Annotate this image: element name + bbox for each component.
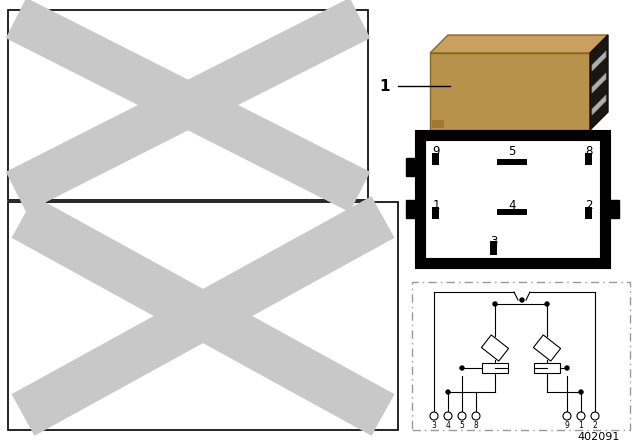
Bar xyxy=(432,207,439,220)
Text: 3: 3 xyxy=(431,421,436,430)
Text: 9: 9 xyxy=(432,145,440,158)
Bar xyxy=(534,363,560,373)
Circle shape xyxy=(446,390,450,394)
Bar xyxy=(605,200,619,218)
Polygon shape xyxy=(592,51,606,71)
Bar xyxy=(497,159,527,165)
Bar xyxy=(420,135,605,263)
Text: 3: 3 xyxy=(490,234,498,247)
Polygon shape xyxy=(590,35,608,130)
Circle shape xyxy=(472,412,480,420)
Text: 8: 8 xyxy=(586,145,593,158)
Bar xyxy=(406,200,420,218)
Polygon shape xyxy=(6,0,370,212)
Polygon shape xyxy=(430,35,608,53)
Bar xyxy=(585,153,592,165)
Text: 4: 4 xyxy=(445,421,451,430)
Circle shape xyxy=(591,412,599,420)
Polygon shape xyxy=(481,335,509,361)
Text: 2: 2 xyxy=(585,199,593,212)
Polygon shape xyxy=(12,196,394,436)
Bar xyxy=(585,207,592,220)
Polygon shape xyxy=(592,95,606,115)
Polygon shape xyxy=(533,335,561,361)
Text: 402091: 402091 xyxy=(578,432,620,442)
Text: 5: 5 xyxy=(508,145,516,158)
Circle shape xyxy=(458,412,466,420)
Text: 9: 9 xyxy=(564,421,570,430)
Bar xyxy=(412,282,630,430)
Circle shape xyxy=(444,412,452,420)
Circle shape xyxy=(493,302,497,306)
Bar xyxy=(432,120,444,128)
Text: 5: 5 xyxy=(460,421,465,430)
Circle shape xyxy=(565,366,569,370)
Bar xyxy=(497,209,527,215)
Bar xyxy=(432,153,439,165)
Polygon shape xyxy=(6,0,370,212)
Circle shape xyxy=(563,412,571,420)
Circle shape xyxy=(520,298,524,302)
Text: 2: 2 xyxy=(593,421,597,430)
Bar xyxy=(430,53,590,130)
Bar xyxy=(8,10,368,200)
Bar xyxy=(482,363,508,373)
Bar xyxy=(8,202,398,430)
Bar xyxy=(406,158,420,176)
Circle shape xyxy=(430,412,438,420)
Text: 1: 1 xyxy=(579,421,584,430)
Circle shape xyxy=(460,366,464,370)
Circle shape xyxy=(545,302,549,306)
Bar xyxy=(490,241,497,255)
Polygon shape xyxy=(592,73,606,93)
Circle shape xyxy=(577,412,585,420)
Polygon shape xyxy=(12,196,394,436)
Text: 1: 1 xyxy=(432,199,440,212)
Circle shape xyxy=(579,390,583,394)
Text: 8: 8 xyxy=(474,421,478,430)
Text: 4: 4 xyxy=(508,199,516,212)
Text: 1: 1 xyxy=(380,78,390,94)
